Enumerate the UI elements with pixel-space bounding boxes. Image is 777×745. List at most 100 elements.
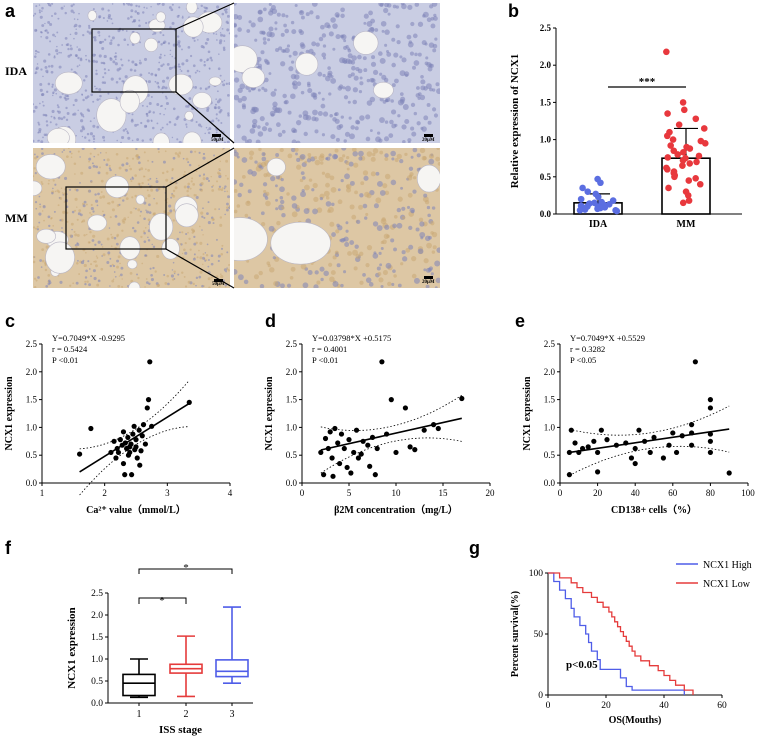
fat-vacuole: [33, 180, 43, 196]
nucleus: [55, 92, 58, 95]
fit-group: [320, 394, 463, 474]
data-point: [115, 449, 122, 456]
nucleus: [347, 47, 351, 51]
nucleus: [57, 116, 61, 120]
nucleus: [99, 166, 102, 169]
nucleus: [193, 242, 197, 246]
data-point: [367, 463, 373, 469]
nucleus: [330, 134, 336, 140]
nucleus: [411, 256, 417, 262]
data-point: [726, 470, 732, 476]
bar-group-mm: [661, 48, 711, 215]
nucleus: [179, 231, 181, 234]
fat-vacuole: [353, 31, 379, 55]
nucleus: [349, 240, 355, 245]
nucleus: [148, 110, 152, 114]
data-points: [318, 359, 465, 479]
y-axis-label: NCX1 expression: [264, 376, 275, 450]
nucleus: [419, 221, 425, 227]
data-point: [684, 192, 692, 199]
nucleus: [237, 27, 242, 32]
nucleus: [375, 197, 382, 204]
nucleus: [263, 7, 267, 12]
axes: 0.0 0.5 1.0 1.5 2.0 2.5 0 20 40 60 80 100 CD138+ cel…: [522, 339, 755, 516]
nucleus: [392, 4, 397, 9]
nucleus: [317, 111, 323, 117]
nucleus: [130, 15, 133, 19]
y-tick-label: 2.5: [91, 589, 103, 599]
data-point: [337, 460, 343, 467]
data-point: [335, 440, 341, 446]
data-point: [675, 121, 683, 129]
nucleus: [108, 167, 111, 170]
nucleus: [264, 196, 269, 200]
nucleus: [299, 178, 304, 183]
nucleus: [122, 3, 125, 5]
nucleus: [39, 88, 43, 92]
nucleus: [393, 52, 399, 58]
nucleus: [47, 53, 51, 56]
nucleus: [149, 138, 152, 141]
nucleus: [264, 77, 269, 83]
nucleus: [269, 267, 275, 273]
nucleus: [64, 94, 66, 96]
significance-label: *: [183, 562, 189, 574]
data-point: [680, 148, 687, 156]
nucleus: [52, 33, 55, 37]
nucleus: [193, 193, 197, 197]
nucleus: [40, 181, 43, 184]
nucleus: [335, 229, 340, 234]
data-point: [576, 449, 582, 456]
nucleus: [47, 215, 51, 219]
nucleus: [330, 78, 337, 84]
x-tick-label: 60: [668, 488, 678, 498]
nucleus: [69, 33, 72, 36]
nucleus: [278, 46, 283, 51]
survival-curve-low: [548, 572, 694, 695]
data-point: [660, 455, 667, 461]
nucleus: [197, 39, 199, 41]
nucleus: [177, 40, 181, 44]
nucleus: [78, 24, 82, 28]
nucleus: [86, 280, 89, 283]
nucleus: [134, 10, 138, 13]
nucleus: [209, 56, 213, 60]
nucleus: [157, 151, 160, 154]
nucleus: [431, 3, 438, 7]
nucleus: [41, 182, 44, 185]
nucleus: [90, 263, 93, 266]
nucleus: [67, 97, 70, 100]
nucleus: [274, 21, 278, 25]
nucleus: [73, 112, 77, 116]
nucleus: [324, 75, 331, 82]
nucleus: [296, 157, 301, 162]
data-point: [665, 184, 672, 192]
nucleus: [181, 231, 184, 234]
nucleus: [316, 207, 323, 213]
nucleus: [36, 63, 39, 65]
nucleus: [431, 107, 437, 112]
nucleus: [395, 5, 400, 9]
nucleus: [65, 106, 68, 110]
nucleus: [40, 266, 43, 268]
nucleus: [219, 223, 223, 227]
nucleus: [134, 174, 137, 177]
nucleus: [38, 4, 41, 6]
nucleus: [311, 41, 317, 47]
nucleus: [50, 70, 54, 74]
nucleus: [221, 244, 224, 247]
nucleus: [325, 201, 332, 207]
nucleus: [131, 139, 134, 142]
nucleus: [218, 208, 220, 210]
nucleus: [201, 215, 204, 218]
nucleus: [254, 38, 258, 42]
nucleus: [384, 43, 388, 47]
nucleus: [247, 138, 253, 143]
nucleus: [401, 216, 406, 220]
nucleus: [326, 156, 331, 161]
nucleus: [77, 150, 80, 153]
nucleus: [89, 152, 92, 155]
nucleus: [381, 74, 387, 80]
nucleus: [359, 76, 363, 80]
